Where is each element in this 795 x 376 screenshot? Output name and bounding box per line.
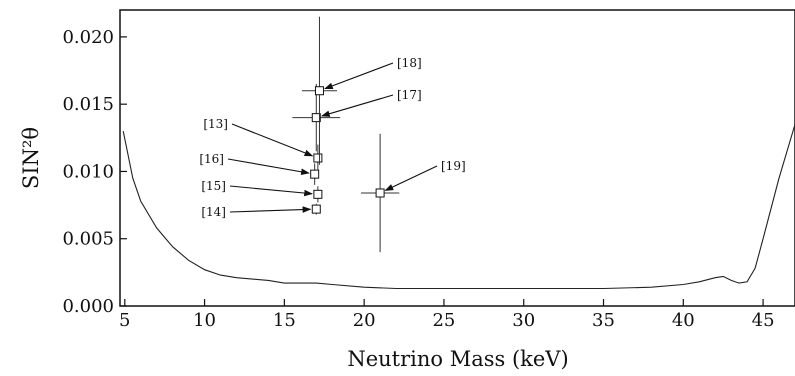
x-tick-label: 35 [592, 310, 615, 331]
point-arrow [227, 158, 310, 176]
point-marker [310, 169, 320, 179]
point-marker [314, 86, 324, 96]
point-marker [375, 188, 385, 198]
x-tick-label: 20 [353, 310, 376, 331]
point-arrow [229, 185, 313, 197]
point-marker [313, 153, 323, 163]
data-point: [14] [201, 203, 321, 219]
point-label: [16] [199, 152, 224, 166]
point-arrow [384, 165, 438, 191]
point-label: [19] [441, 159, 466, 173]
point-label: [15] [201, 179, 226, 193]
x-tick-label: 5 [119, 310, 130, 331]
point-label: [14] [201, 205, 226, 219]
y-axis-title: SIN²θ [19, 127, 43, 189]
y-tick-label: 0.015 [62, 94, 114, 115]
data-point: [18] [301, 16, 422, 165]
data-point: [13] [203, 117, 323, 172]
limit-curve [122, 124, 795, 290]
x-tick-label: 30 [512, 310, 535, 331]
x-axis-title: Neutrino Mass (keV) [347, 347, 568, 371]
data-point: [17] [292, 84, 422, 152]
x-tick-label: 25 [432, 310, 455, 331]
data-point: [19] [360, 133, 466, 253]
point-arrow [229, 206, 312, 213]
x-tick-label: 45 [752, 310, 775, 331]
point-marker [311, 113, 321, 123]
x-tick-label: 40 [672, 310, 695, 331]
data-point: [16] [199, 152, 320, 185]
point-arrow [320, 94, 394, 117]
plot-frame [119, 9, 795, 307]
point-marker [311, 204, 321, 214]
point-arrow [231, 123, 314, 157]
y-tick-label: 0.010 [62, 161, 114, 182]
y-tick-label: 0.020 [62, 27, 114, 48]
point-label: [18] [397, 56, 422, 70]
point-label: [17] [397, 88, 422, 102]
y-tick-label: 0.005 [62, 229, 114, 250]
point-label: [13] [203, 117, 228, 131]
x-tick-label: 15 [273, 310, 296, 331]
point-marker [313, 189, 323, 199]
x-tick-label: 10 [193, 310, 216, 331]
data-point: [15] [201, 179, 323, 203]
point-arrow [324, 62, 394, 90]
y-tick-label: 0.000 [62, 296, 114, 317]
